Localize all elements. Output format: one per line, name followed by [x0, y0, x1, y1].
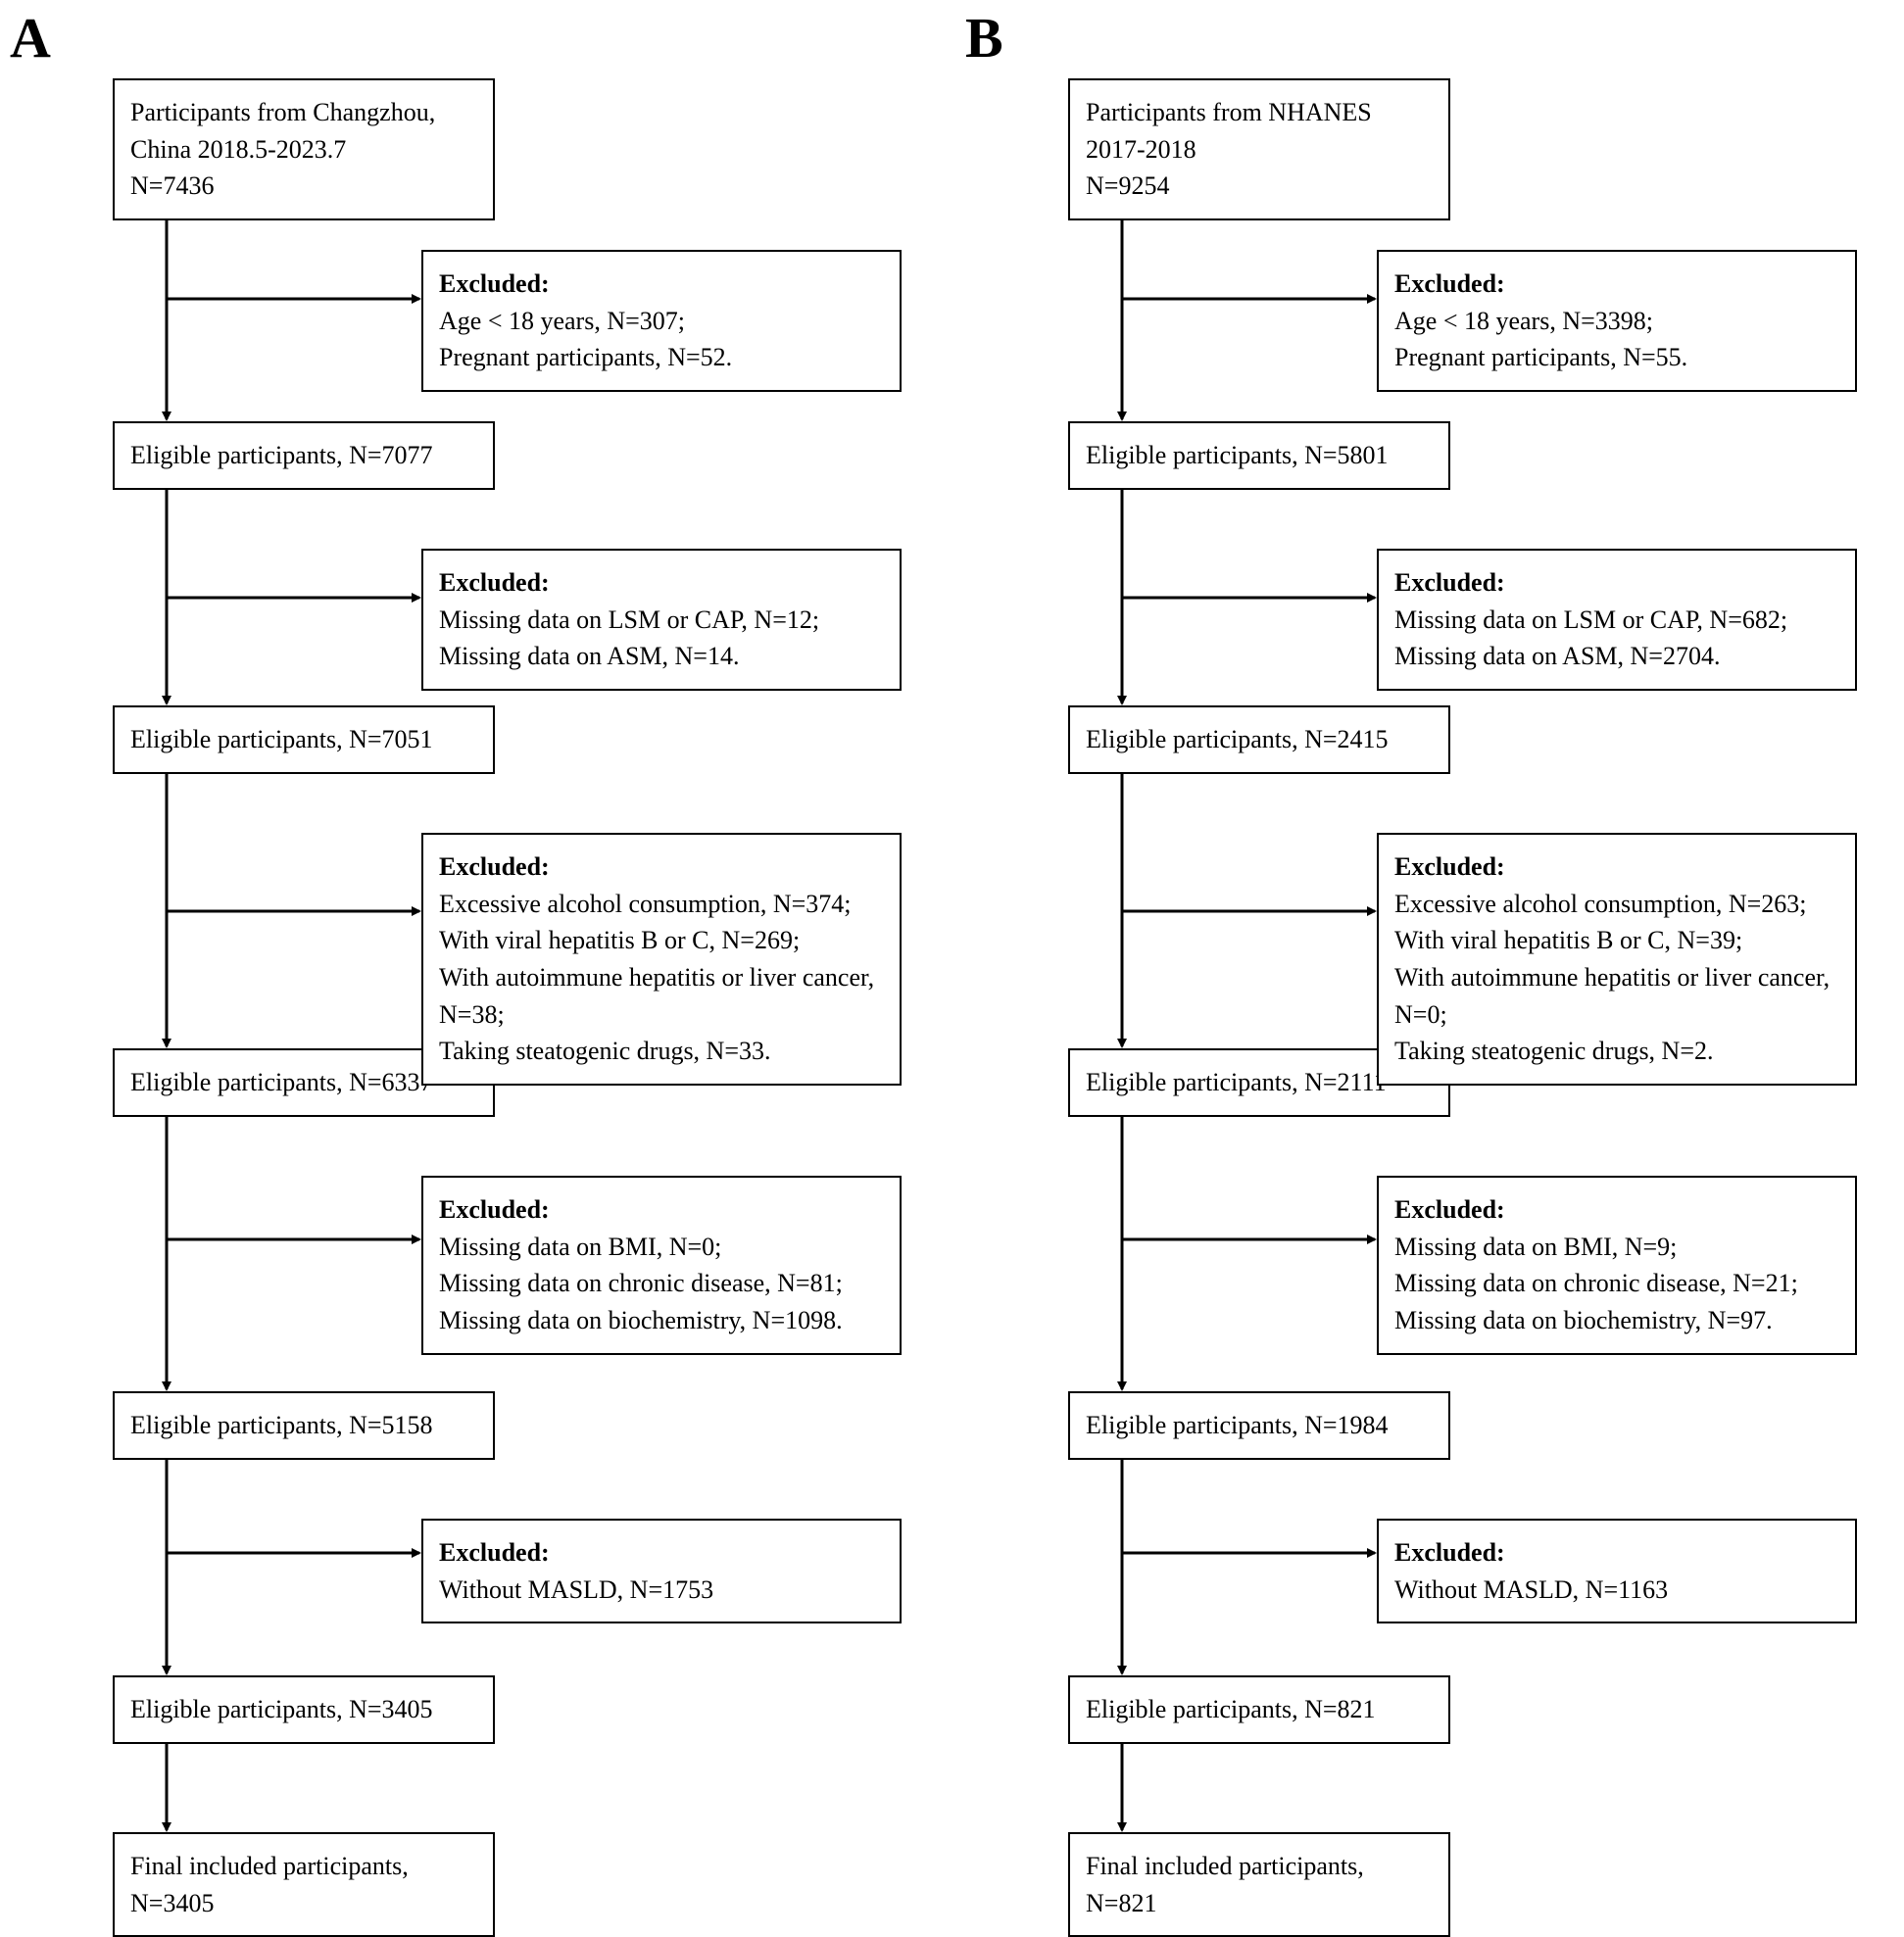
box-line: Without MASLD, N=1163 [1394, 1572, 1839, 1609]
flow-step: Final included participants, N=821 [1068, 1832, 1450, 1937]
box-line: N=7436 [130, 168, 477, 205]
flow-step: Eligible participants, N=821 [1068, 1675, 1450, 1744]
flow-step: Participants from NHANES 2017-2018N=9254 [1068, 78, 1450, 220]
box-line: Excessive alcohol consumption, N=263; [1394, 886, 1839, 923]
box-line: Taking steatogenic drugs, N=2. [1394, 1033, 1839, 1070]
box-line: With autoimmune hepatitis or liver cance… [1394, 959, 1839, 1033]
flow-step: Eligible participants, N=3405 [113, 1675, 495, 1744]
flow-step: Eligible participants, N=1984 [1068, 1391, 1450, 1460]
box-line: Age < 18 years, N=3398; [1394, 303, 1839, 340]
exclusion-box: Excluded:Without MASLD, N=1163 [1377, 1519, 1857, 1623]
flow-step: Eligible participants, N=7077 [113, 421, 495, 490]
flow-step: Final included participants, N=3405 [113, 1832, 495, 1937]
box-line: Pregnant participants, N=55. [1394, 339, 1839, 376]
exclusion-box: Excluded:Missing data on LSM or CAP, N=6… [1377, 549, 1857, 691]
box-line: With viral hepatitis B or C, N=39; [1394, 922, 1839, 959]
box-line: Eligible participants, N=5158 [130, 1407, 477, 1444]
box-line: With viral hepatitis B or C, N=269; [439, 922, 884, 959]
box-title: Excluded: [1394, 564, 1839, 602]
box-line: With autoimmune hepatitis or liver cance… [439, 959, 884, 1033]
exclusion-box: Excluded:Without MASLD, N=1753 [421, 1519, 902, 1623]
box-title: Excluded: [439, 848, 884, 886]
box-line: Final included participants, N=3405 [130, 1848, 477, 1921]
box-line: Eligible participants, N=1984 [1086, 1407, 1433, 1444]
box-line: Eligible participants, N=2415 [1086, 721, 1433, 758]
exclusion-box: Excluded:Missing data on BMI, N=9;Missin… [1377, 1176, 1857, 1355]
exclusion-box: Excluded:Age < 18 years, N=3398;Pregnant… [1377, 250, 1857, 392]
box-line: Missing data on ASM, N=14. [439, 638, 884, 675]
box-line: Missing data on biochemistry, N=97. [1394, 1302, 1839, 1339]
panel-label-A: A [10, 5, 51, 71]
box-line: N=9254 [1086, 168, 1433, 205]
box-title: Excluded: [1394, 848, 1839, 886]
box-line: Missing data on BMI, N=0; [439, 1229, 884, 1266]
box-line: Participants from Changzhou, [130, 94, 477, 131]
exclusion-box: Excluded:Excessive alcohol consumption, … [1377, 833, 1857, 1086]
box-title: Excluded: [439, 1534, 884, 1572]
box-line: Eligible participants, N=3405 [130, 1691, 477, 1728]
box-title: Excluded: [439, 266, 884, 303]
box-line: Eligible participants, N=7077 [130, 437, 477, 474]
box-line: Age < 18 years, N=307; [439, 303, 884, 340]
box-line: Final included participants, N=821 [1086, 1848, 1433, 1921]
box-line: Eligible participants, N=7051 [130, 721, 477, 758]
box-title: Excluded: [1394, 1191, 1839, 1229]
flowchart-canvas: A Participants from Changzhou,China 2018.… [0, 0, 1904, 1928]
box-line: Missing data on LSM or CAP, N=12; [439, 602, 884, 639]
box-line: Missing data on chronic disease, N=81; [439, 1265, 884, 1302]
box-line: Pregnant participants, N=52. [439, 339, 884, 376]
flow-step: Eligible participants, N=5801 [1068, 421, 1450, 490]
exclusion-box: Excluded:Missing data on BMI, N=0;Missin… [421, 1176, 902, 1355]
box-line: Participants from NHANES 2017-2018 [1086, 94, 1433, 168]
exclusion-box: Excluded:Excessive alcohol consumption, … [421, 833, 902, 1086]
box-line: Without MASLD, N=1753 [439, 1572, 884, 1609]
box-line: Missing data on ASM, N=2704. [1394, 638, 1839, 675]
flow-step: Eligible participants, N=5158 [113, 1391, 495, 1460]
box-title: Excluded: [439, 1191, 884, 1229]
box-line: Missing data on BMI, N=9; [1394, 1229, 1839, 1266]
box-line: Excessive alcohol consumption, N=374; [439, 886, 884, 923]
box-title: Excluded: [439, 564, 884, 602]
flow-step: Eligible participants, N=2415 [1068, 705, 1450, 774]
exclusion-box: Excluded:Missing data on LSM or CAP, N=1… [421, 549, 902, 691]
flow-step: Eligible participants, N=7051 [113, 705, 495, 774]
box-line: Missing data on LSM or CAP, N=682; [1394, 602, 1839, 639]
flow-step: Participants from Changzhou,China 2018.5… [113, 78, 495, 220]
panel-label-B: B [965, 5, 1003, 71]
box-title: Excluded: [1394, 1534, 1839, 1572]
box-line: Eligible participants, N=5801 [1086, 437, 1433, 474]
box-title: Excluded: [1394, 266, 1839, 303]
exclusion-box: Excluded:Age < 18 years, N=307;Pregnant … [421, 250, 902, 392]
box-line: Taking steatogenic drugs, N=33. [439, 1033, 884, 1070]
box-line: Missing data on biochemistry, N=1098. [439, 1302, 884, 1339]
box-line: Missing data on chronic disease, N=21; [1394, 1265, 1839, 1302]
box-line: Eligible participants, N=821 [1086, 1691, 1433, 1728]
box-line: China 2018.5-2023.7 [130, 131, 477, 169]
